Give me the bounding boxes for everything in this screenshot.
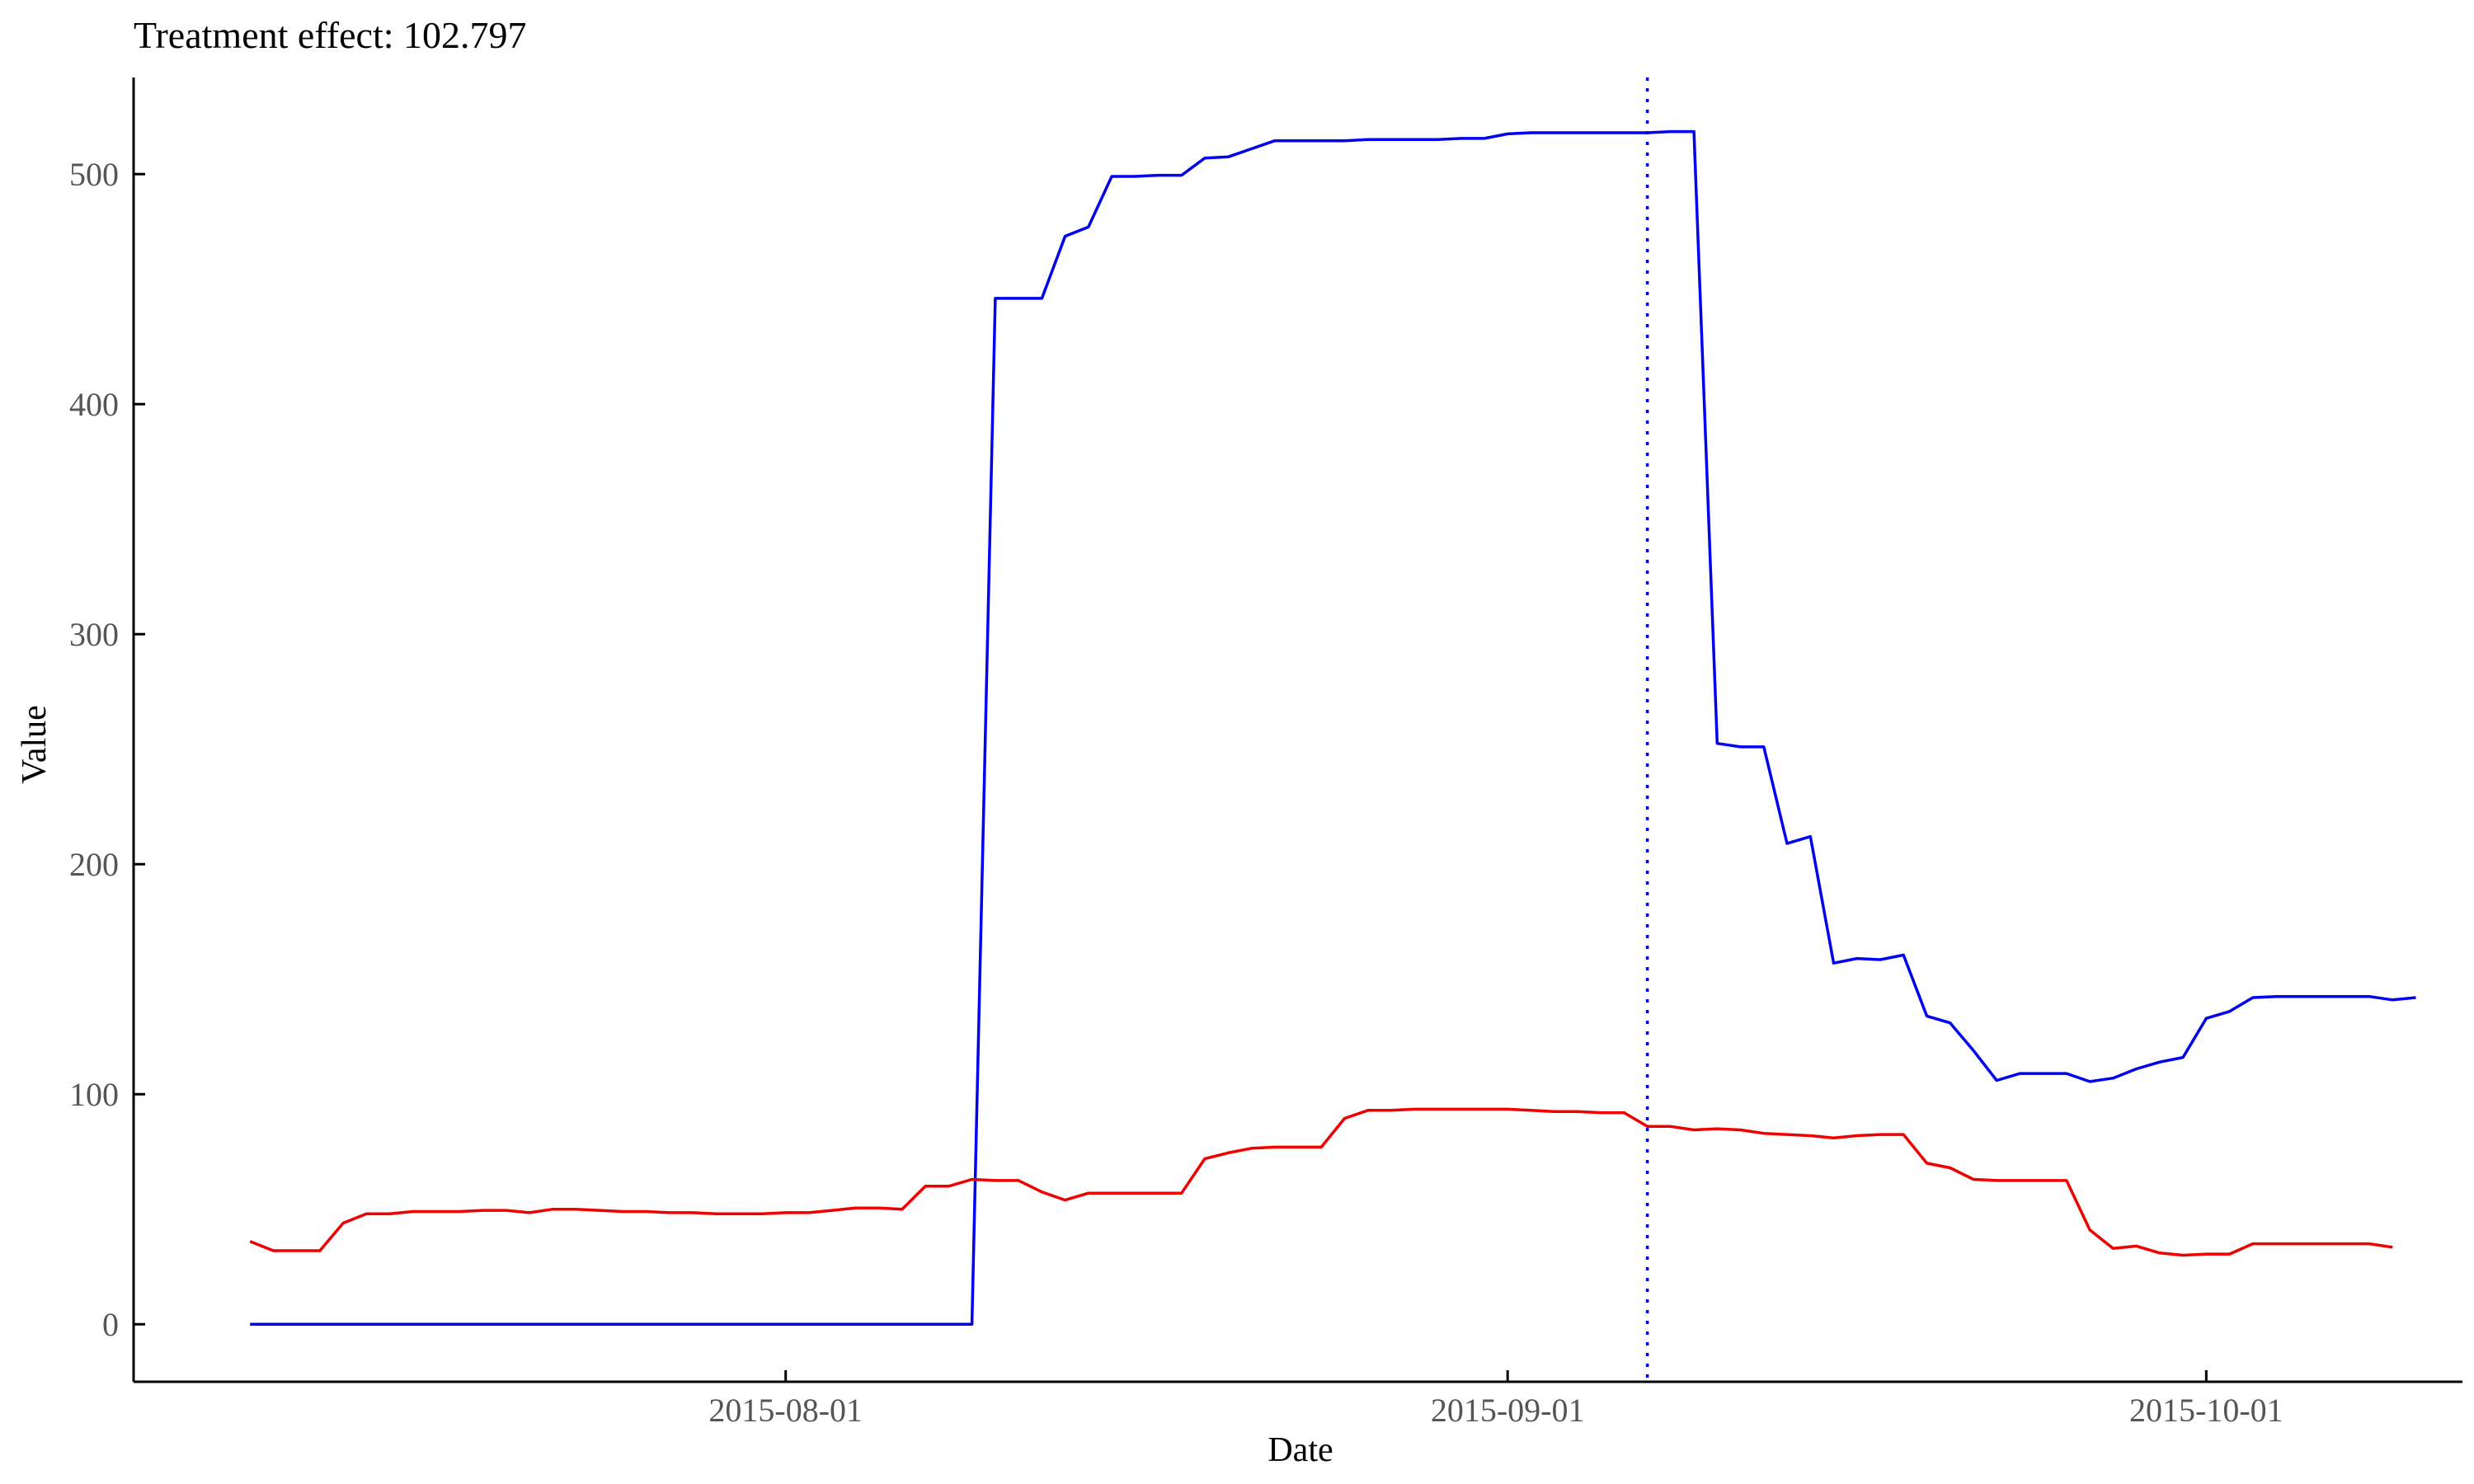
y-tick-label: 100 [69, 1076, 119, 1113]
series-line-1 [250, 129, 2416, 1326]
plot-area: 0 100 200 300 400 500 2015-08-01 2015-09-01 2015… [69, 77, 2462, 1429]
y-tick-label: 0 [102, 1306, 119, 1343]
chart-title: Treatment effect: 102.797 [134, 14, 527, 56]
x-tick-label: 2015-10-01 [2129, 1392, 2284, 1429]
y-tick-label: 300 [69, 616, 119, 653]
y-axis-label: Value [16, 705, 54, 784]
series-line-2 [249, 1107, 2393, 1257]
x-axis-label: Date [1268, 1431, 1333, 1469]
x-tick-label: 2015-09-01 [1431, 1392, 1585, 1429]
x-tick-label: 2015-08-01 [708, 1392, 863, 1429]
y-tick-label: 200 [69, 846, 119, 883]
y-tick-label: 400 [69, 386, 119, 423]
y-tick-label: 500 [69, 156, 119, 193]
